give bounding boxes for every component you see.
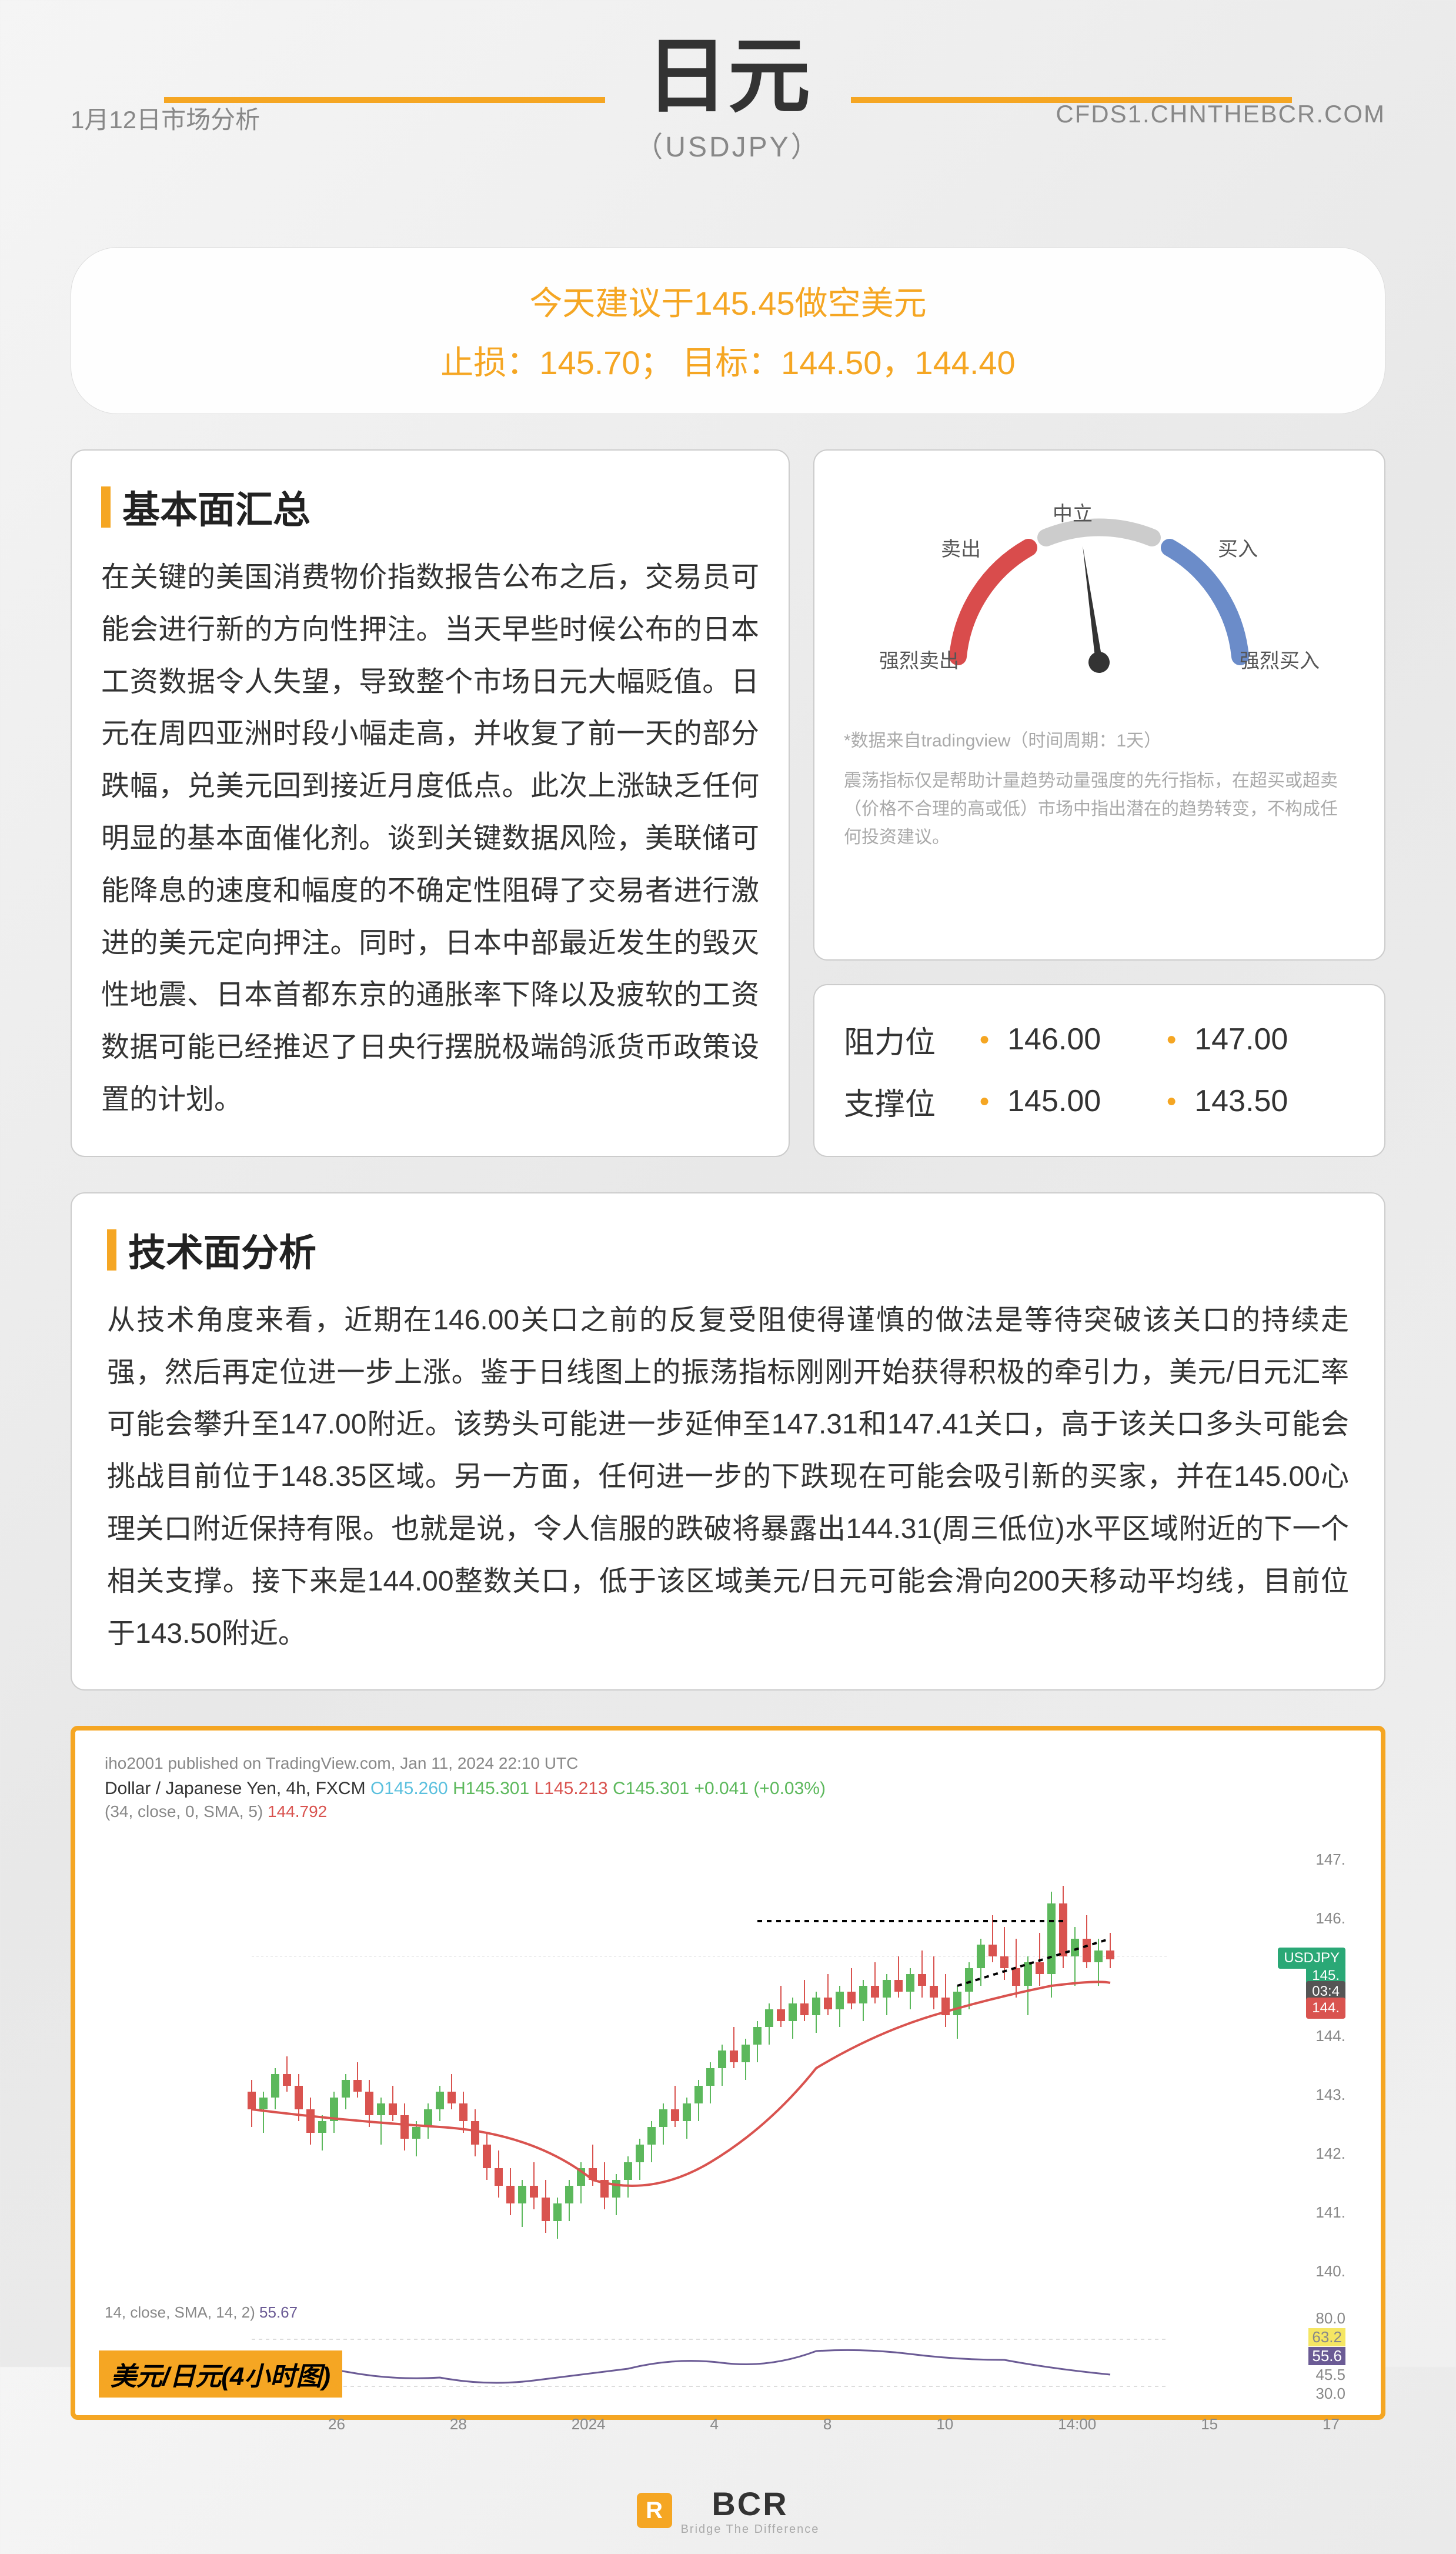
recommendation-entry: 今天建议于145.45做空美元 xyxy=(106,277,1350,325)
support-value-1: 145.00 xyxy=(1007,1083,1148,1119)
chart-sma-value: 144.792 xyxy=(268,1802,327,1821)
chart-close: C145.301 xyxy=(613,1779,689,1798)
gauge-label-strong-buy: 强烈买入 xyxy=(1240,645,1320,673)
page-header: 日元 （USDJPY） 1月12日市场分析 CFDS1.CHNTHEBCR.CO… xyxy=(0,0,1456,176)
bullet-icon: ● xyxy=(1166,1029,1177,1049)
resistance-row: 阻力位 ● 146.00 ● 147.00 xyxy=(844,1009,1355,1071)
brand-name: BCR xyxy=(681,2485,820,2523)
gauge-label-strong-sell: 强烈卖出 xyxy=(879,645,959,673)
x-tick-label: 4 xyxy=(710,2415,719,2433)
gauge-label-neutral: 中立 xyxy=(1053,498,1093,526)
y-tick-label: 140. xyxy=(1315,2262,1345,2280)
x-tick-label: 14:00 xyxy=(1058,2415,1096,2433)
gauge-note-disclaimer: 震荡指标仅是帮助计量趋势动量强度的先行指标，在超买或超卖（价格不合理的高或低）市… xyxy=(844,767,1355,852)
recommendation-targets: 止损：145.70； 目标：144.50，144.40 xyxy=(106,336,1350,384)
chart-ticker-line: Dollar / Japanese Yen, 4h, FXCM O145.260… xyxy=(105,1779,1351,1799)
resistance-value-1: 146.00 xyxy=(1007,1022,1148,1057)
page-footer: R BCR Bridge The Difference xyxy=(0,2467,1456,2554)
chart-high: H145.301 xyxy=(453,1779,529,1798)
gauge-panel: 中立 卖出 买入 强烈卖出 强烈买入 *数据来自tradingview（时间周期… xyxy=(813,449,1385,961)
technical-title: 技术面分析 xyxy=(128,1223,316,1277)
resistance-label: 阻力位 xyxy=(844,1018,961,1062)
rsi-value: 55.67 xyxy=(259,2303,298,2321)
header-title-wrap: 日元 （USDJPY） xyxy=(605,35,850,165)
fundamental-title: 基本面汇总 xyxy=(122,480,310,534)
chart-change: +0.041 (+0.03%) xyxy=(694,1779,826,1798)
chart-low: L145.213 xyxy=(535,1779,608,1798)
brand-tagline: Bridge The Difference xyxy=(681,2523,820,2536)
brand-icon: R xyxy=(637,2493,672,2528)
chart-sma-label: (34, close, 0, SMA, 5) xyxy=(105,1802,263,1821)
page-title: 日元 xyxy=(635,35,821,118)
chart-ticker-name: Dollar / Japanese Yen, 4h, FXCM xyxy=(105,1779,366,1798)
rsi-label: 14, close, SMA, 14, 2) xyxy=(105,2303,255,2321)
bullet-icon: ● xyxy=(1166,1091,1177,1111)
chart-open: O145.260 xyxy=(370,1779,448,1798)
candlestick-chart: 147.146.145.144.143.142.141.140. USDJPY1… xyxy=(105,1833,1351,2292)
y-tick-label: 144. xyxy=(1315,2027,1345,2045)
gauge-note-source: *数据来自tradingview（时间周期：1天） xyxy=(844,727,1355,755)
levels-panel: 阻力位 ● 146.00 ● 147.00 支撑位 ● 145.00 ● 143… xyxy=(813,984,1385,1157)
chart-panel: iho2001 published on TradingView.com, Ja… xyxy=(71,1726,1385,2420)
x-tick-label: 26 xyxy=(328,2415,345,2433)
rsi-scale-label: 45.5 xyxy=(1315,2366,1345,2384)
chart-publish-meta: iho2001 published on TradingView.com, Ja… xyxy=(105,1754,1351,1773)
technical-body: 从技术角度来看，近期在146.00关口之前的反复受阻使得谨慎的做法是等待突破该关… xyxy=(107,1295,1349,1661)
x-tick-label: 28 xyxy=(450,2415,467,2433)
y-tick-label: 146. xyxy=(1315,1909,1345,1928)
rsi-scale-label: 30.0 xyxy=(1315,2385,1345,2403)
technical-panel: 技术面分析 从技术角度来看，近期在146.00关口之前的反复受阻使得谨慎的做法是… xyxy=(71,1192,1385,1691)
chart-x-axis: 26 28 2024 4 8 10 14:00 15 17 xyxy=(105,2415,1351,2433)
bullet-icon: ● xyxy=(979,1091,990,1111)
rsi-scale-label: 55.6 xyxy=(1308,2347,1345,2365)
gauge-label-buy: 买入 xyxy=(1218,533,1258,562)
x-tick-label: 10 xyxy=(936,2415,953,2433)
chart-caption: 美元/日元(4小时图) xyxy=(99,2350,342,2398)
price-tag: 144. xyxy=(1306,1998,1345,2019)
gauge-label-sell: 卖出 xyxy=(941,533,981,562)
header-url: CFDS1.CHNTHEBCR.COM xyxy=(1056,100,1385,128)
page-subtitle: （USDJPY） xyxy=(635,124,821,165)
support-value-2: 143.50 xyxy=(1194,1083,1335,1119)
resistance-value-2: 147.00 xyxy=(1194,1022,1335,1057)
y-tick-label: 143. xyxy=(1315,2086,1345,2104)
y-tick-label: 141. xyxy=(1315,2203,1345,2222)
y-tick-label: 147. xyxy=(1315,1851,1345,1869)
x-tick-label: 2024 xyxy=(572,2415,606,2433)
header-date: 1月12日市场分析 xyxy=(71,100,260,136)
support-label: 支撑位 xyxy=(844,1079,961,1123)
y-tick-label: 142. xyxy=(1315,2145,1345,2163)
bullet-icon: ● xyxy=(979,1029,990,1049)
support-row: 支撑位 ● 145.00 ● 143.50 xyxy=(844,1071,1355,1132)
section-bar-icon xyxy=(107,1229,116,1271)
x-tick-label: 8 xyxy=(823,2415,831,2433)
fundamental-body: 在关键的美国消费物价指数报告公布之后，交易员可能会进行新的方向性押注。当天早些时… xyxy=(101,552,759,1126)
chart-sma-line: (34, close, 0, SMA, 5) 144.792 xyxy=(105,1802,1351,1821)
recommendation-box: 今天建议于145.45做空美元 止损：145.70； 目标：144.50，144… xyxy=(71,247,1385,414)
x-tick-label: 15 xyxy=(1201,2415,1218,2433)
rsi-scale-label: 63.2 xyxy=(1308,2328,1345,2346)
fundamental-panel: 基本面汇总 在关键的美国消费物价指数报告公布之后，交易员可能会进行新的方向性押注… xyxy=(71,449,790,1157)
section-bar-icon xyxy=(101,486,111,528)
rsi-scale-label: 80.0 xyxy=(1315,2309,1345,2328)
x-tick-label: 17 xyxy=(1323,2415,1340,2433)
